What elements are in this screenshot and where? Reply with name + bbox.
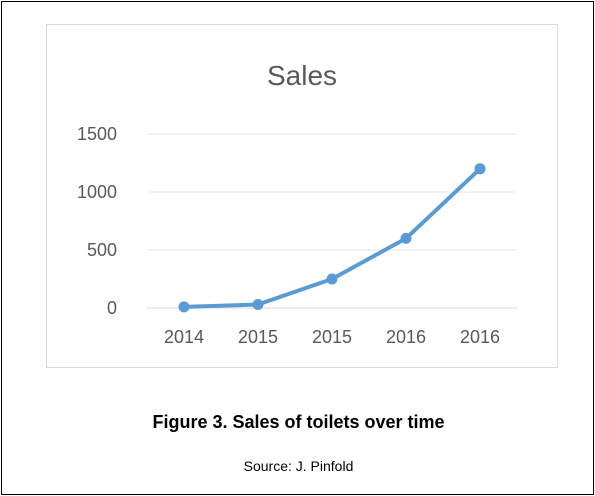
source-note: Source: J. Pinfold: [243, 458, 354, 474]
figure-caption: Figure 3. Sales of toilets over time: [152, 412, 445, 432]
data-point-0-1: [252, 299, 264, 311]
data-point-0-2: [326, 273, 338, 285]
data-point-0-0: [178, 301, 190, 313]
y-tick-label-3: 1500: [77, 124, 117, 144]
y-tick-label-1: 500: [87, 240, 117, 260]
x-tick-label-3: 2016: [386, 327, 426, 347]
y-tick-label-0: 0: [107, 298, 117, 318]
x-tick-label-0: 2014: [164, 327, 204, 347]
line-chart: Sales 0 500 1000 1500 2014 2015 2015 2016 2016: [77, 60, 517, 347]
x-tick-label-2: 2015: [312, 327, 352, 347]
data-point-0-4: [474, 163, 486, 175]
x-tick-label-1: 2015: [238, 327, 278, 347]
chart-area: Sales 0 500 1000 1500 2014 2015 2015 2016 2016: [46, 24, 558, 368]
y-tick-label-2: 1000: [77, 182, 117, 202]
chart-title: Sales: [267, 60, 337, 91]
data-point-0-3: [400, 232, 412, 244]
x-tick-label-4: 2016: [460, 327, 500, 347]
series-line-0: [182, 166, 482, 309]
